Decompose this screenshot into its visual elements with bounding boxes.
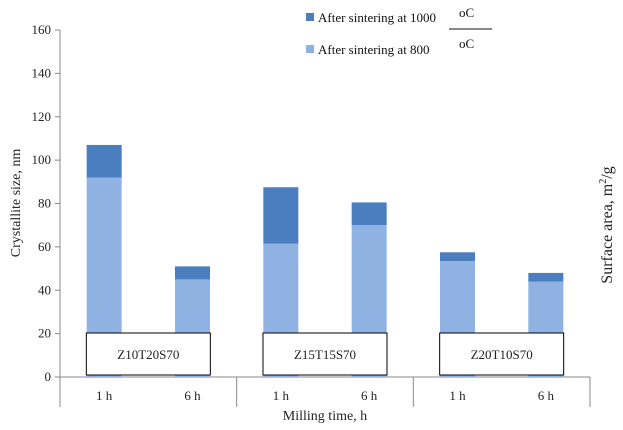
x-tick-label: 6 h — [184, 388, 201, 403]
bar-segment-increment — [528, 272, 564, 282]
legend-swatch-1000 — [306, 13, 314, 21]
x-tick-label: 6 h — [361, 388, 378, 403]
y-tick-label: 60 — [38, 239, 51, 254]
legend-label-800: After sintering at 800 — [318, 42, 430, 57]
x-tick-label: 1 h — [96, 388, 113, 403]
x-axis-ticks: 1 h 6 h 1 h 6 h 1 h 6 h — [59, 377, 591, 407]
legend-unit-1000: oC — [459, 5, 474, 20]
group-label-box — [85, 332, 211, 376]
group-label: Z10T20S70 — [117, 347, 179, 362]
x-axis-label: Milling time, h — [283, 409, 367, 424]
bar-segment-increment — [175, 266, 210, 280]
y-tick-label: 120 — [32, 109, 52, 124]
y-tick-label: 100 — [32, 152, 52, 167]
secondary-y-label-sup: 2 — [598, 179, 609, 184]
bar-segment-increment — [86, 144, 122, 178]
group-label: Z15T15S70 — [294, 347, 356, 362]
x-tick-label: 6 h — [538, 388, 555, 403]
bar-segment-increment — [263, 187, 299, 244]
group-label-box — [262, 332, 388, 376]
group-label: Z20T10S70 — [471, 347, 533, 362]
y-axis-ticks: 0 20 40 60 80 100 120 140 160 — [32, 22, 60, 384]
group-label-box — [439, 332, 565, 376]
y-tick-label: 140 — [32, 65, 52, 80]
legend-unit-800: oC — [459, 36, 474, 51]
y-tick-label: 40 — [38, 282, 51, 297]
y-tick-label: 20 — [38, 326, 51, 341]
secondary-y-label-base: Surface area, m — [599, 183, 616, 283]
y-axis-label: Crystallite size, nm — [9, 149, 24, 258]
legend-swatch-800 — [306, 45, 314, 53]
bar-segment-increment — [440, 252, 475, 261]
x-tick-label: 1 h — [273, 388, 290, 403]
secondary-y-axis-label: Surface area, m2/g — [598, 166, 616, 283]
y-tick-label: 0 — [45, 369, 52, 384]
legend: After sintering at 1000 oC After sinteri… — [306, 5, 492, 57]
y-tick-label: 160 — [32, 22, 52, 37]
group-labels: Z10T20S70 Z15T15S70 Z20T10S70 — [85, 332, 565, 376]
y-tick-label: 80 — [38, 196, 51, 211]
legend-label-1000: After sintering at 1000 — [318, 10, 436, 25]
bar-segment-increment — [351, 202, 387, 226]
secondary-y-label-tail: /g — [599, 166, 616, 178]
x-tick-label: 1 h — [449, 388, 466, 403]
